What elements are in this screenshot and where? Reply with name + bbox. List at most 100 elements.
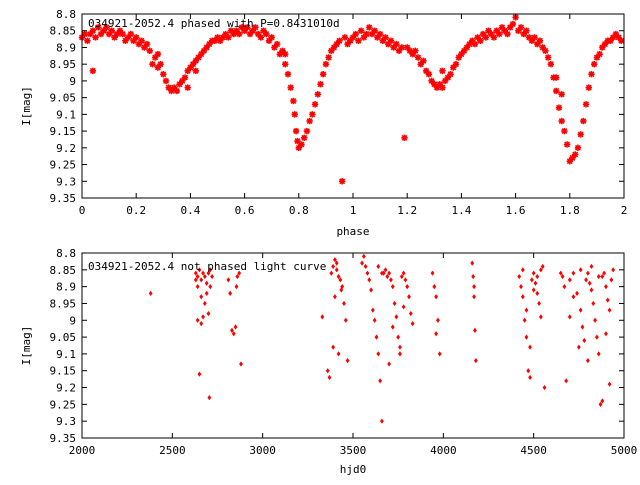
phased-light-curve-panel: 0 0.2 0.4 0.6 0.8 1 1.2 1.4 1.6 1.8 2 8.8 8.85 8.9 8.9… (20, 8, 627, 238)
unphased-data-point (193, 277, 198, 283)
unphased-y-axis-label: I[mag] (20, 326, 33, 366)
unphased-data-point (585, 358, 590, 364)
phased-data-point (414, 53, 423, 62)
phased-data-point (386, 36, 395, 45)
unphased-data-point (567, 277, 572, 283)
unphased-data-point (607, 307, 612, 313)
phased-data-point (292, 127, 301, 136)
phased-y-tick-label: 9.1 (56, 108, 76, 121)
unphased-data-point (470, 260, 475, 266)
unphased-data-point (571, 270, 576, 276)
unphased-data-point (204, 280, 209, 286)
unphased-data-point (520, 267, 525, 273)
phased-data-point (143, 40, 152, 49)
unphased-data-point (331, 344, 336, 350)
phased-y-tick-label: 8.8 (56, 8, 76, 21)
phased-data-point (476, 36, 485, 45)
phased-data-point (563, 140, 572, 149)
unphased-data-point (339, 287, 344, 293)
phased-data-point (381, 33, 390, 42)
phased-data-point (579, 117, 588, 126)
phased-data-point (365, 23, 374, 32)
phased-data-point (552, 73, 561, 82)
unphased-data-point (372, 317, 377, 323)
phased-y-tick-label: 9.15 (50, 125, 77, 138)
unphased-data-point (201, 270, 205, 276)
unphased-y-tick-label: 9.25 (50, 398, 77, 411)
unphased-data-point (602, 270, 607, 276)
phased-data-point (451, 60, 460, 69)
phased-y-tick-label: 8.85 (50, 25, 77, 38)
unphased-axis-ticks: 2000 2500 3000 3500 4000 4500 5000 8.8 8.85 8.9 8.… (50, 247, 638, 457)
unphased-data-point (398, 344, 402, 350)
phased-data-point (495, 30, 504, 39)
phased-data-point (560, 127, 569, 136)
unphased-data-points (148, 253, 616, 424)
unphased-data-point (472, 284, 476, 290)
phased-data-point (91, 33, 100, 42)
unphased-data-point (605, 297, 610, 303)
unphased-data-point (405, 284, 410, 290)
phased-data-point (305, 117, 314, 126)
phased-data-point (351, 30, 360, 39)
phased-data-point (126, 30, 135, 39)
phased-data-point (308, 110, 317, 119)
phased-data-point (281, 60, 290, 69)
phased-data-point (354, 36, 363, 45)
unphased-data-point (235, 273, 240, 280)
phased-data-point (235, 30, 244, 39)
unphased-data-point (378, 378, 382, 384)
unphased-data-point (600, 273, 605, 280)
unphased-data-point (333, 294, 337, 300)
unphased-data-point (558, 270, 563, 276)
phased-data-point (503, 30, 512, 39)
phased-y-tick-label: 9.2 (56, 142, 76, 155)
unphased-data-point (206, 270, 211, 276)
unphased-data-point (376, 351, 381, 357)
phased-data-point (191, 66, 200, 75)
phased-y-tick-label: 8.95 (50, 58, 77, 71)
phased-x-axis-label: phase (336, 225, 369, 238)
unphased-data-point (202, 273, 207, 280)
phased-data-point (289, 96, 298, 105)
phased-data-point (324, 53, 333, 62)
unphased-data-point (522, 317, 527, 323)
phased-data-point (517, 23, 526, 32)
unphased-y-tick-label: 9.05 (50, 331, 77, 344)
unphased-data-point (600, 398, 605, 404)
unphased-data-point (430, 270, 435, 276)
unphased-data-point (396, 334, 401, 340)
phased-data-point (313, 90, 322, 99)
phased-data-point (321, 60, 330, 69)
phased-data-point (446, 70, 455, 79)
unphased-data-point (193, 270, 198, 276)
phased-data-point (541, 46, 550, 55)
phased-data-point (438, 66, 447, 75)
unphased-data-point (374, 334, 379, 340)
phased-data-point (335, 36, 344, 45)
unphased-data-point (390, 284, 395, 290)
unphased-x-tick-label: 5000 (611, 444, 638, 457)
unphased-data-point (201, 314, 205, 320)
unphased-data-point (206, 310, 211, 317)
unphased-data-point (571, 294, 576, 300)
unphased-data-point (576, 344, 581, 350)
unphased-data-point (360, 260, 364, 266)
unphased-data-point (533, 280, 538, 286)
unphased-data-point (535, 273, 540, 280)
phased-data-point (118, 30, 127, 39)
unphased-data-point (585, 270, 590, 276)
unphased-data-point (564, 378, 569, 384)
unphased-data-point (230, 327, 234, 333)
unphased-data-point (338, 277, 343, 283)
unphased-data-point (575, 290, 579, 296)
phased-data-point (256, 33, 265, 42)
unphased-data-point (367, 277, 372, 283)
unphased-data-point (207, 395, 212, 401)
unphased-data-point (560, 273, 565, 280)
phased-y-tick-label: 8.9 (56, 41, 76, 54)
unphased-data-point (197, 371, 202, 377)
unphased-data-point (320, 314, 325, 320)
unphased-data-point (343, 317, 348, 323)
